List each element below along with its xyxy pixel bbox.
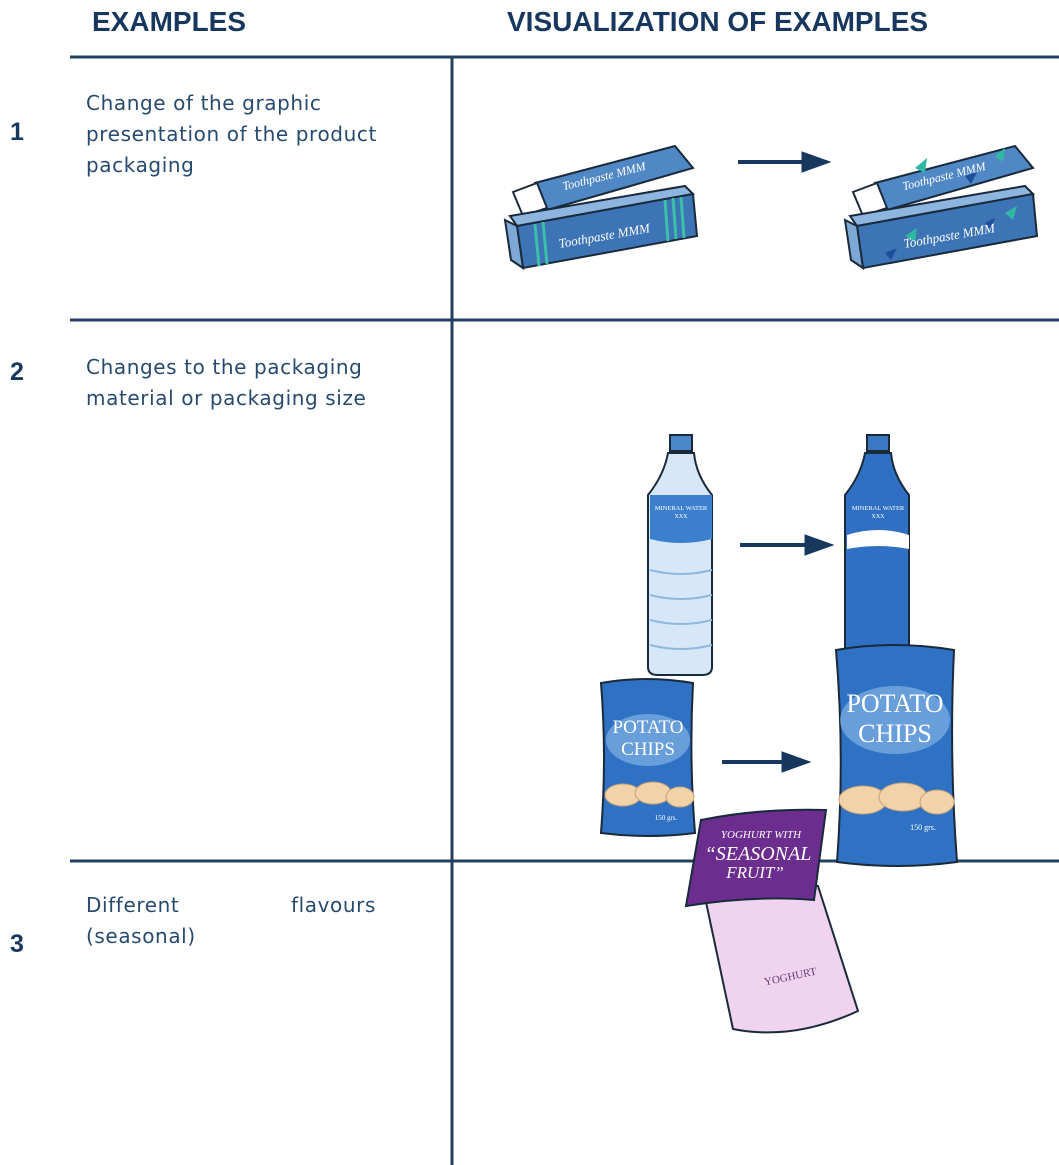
bottle-blue-part <box>866 434 890 452</box>
toothpaste-redesigned-part-part <box>985 218 995 230</box>
arrows <box>722 151 835 773</box>
toothpaste-redesigned-part-part <box>905 228 917 242</box>
chips-small-part <box>606 714 690 766</box>
chips-small-part-part <box>634 781 672 805</box>
arrows-part <box>781 751 812 773</box>
bottle-clear-part <box>669 434 693 452</box>
arrows-part <box>804 534 835 556</box>
toothpaste-redesigned-part-part <box>965 172 977 184</box>
toothpaste-original-part-part <box>533 223 541 267</box>
toothpaste-redesigned-part-part <box>885 248 897 260</box>
chips-large-part-part <box>878 782 928 812</box>
illustration-label: MINERAL WATER <box>655 505 708 512</box>
toothpaste-redesigned-part-part <box>995 148 1005 162</box>
row-text: Change of the graphic presentation of th… <box>86 91 377 177</box>
illustration-label: YOGHURT WITH <box>721 829 802 841</box>
illustration-label: XXX <box>675 514 689 520</box>
toothpaste-original-part-part <box>679 196 686 239</box>
chips-large: POTATO CHIPS 150 grs. <box>834 644 959 867</box>
yoghurt-part <box>701 884 860 1034</box>
toothpaste-original-part-part <box>671 197 678 240</box>
chips-large-part-part <box>919 789 955 815</box>
bottle-clear: MINERAL WATER XXX <box>647 434 713 676</box>
chips-large-part <box>840 686 950 754</box>
illustration-label: XXX <box>872 514 886 520</box>
toothpaste-original-part <box>533 196 686 267</box>
row-number: 2 <box>10 358 24 386</box>
illustration-label: CHIPS <box>621 739 675 760</box>
toothpaste-original-part <box>511 181 549 218</box>
chips-small-part-part <box>665 786 695 808</box>
row-text: Different flavours (seasonal) <box>86 893 376 948</box>
bottle-clear-part <box>649 569 713 650</box>
illustration-label: POTATO <box>846 689 943 718</box>
column-header: VISUALIZATION OF EXAMPLES <box>507 6 929 37</box>
bottle-clear-part-part <box>649 594 713 600</box>
row-number: 3 <box>10 930 24 958</box>
toothpaste-redesigned-part-part <box>915 158 927 173</box>
row-number: 1 <box>10 118 24 146</box>
row-text: Changes to the packaging material or pac… <box>86 355 367 410</box>
bottle-clear-part <box>647 452 713 676</box>
toothpaste-original-part-part <box>541 221 549 265</box>
column-header: EXAMPLES <box>92 6 247 37</box>
toothpaste-redesigned: Toothpaste MMM Toothpaste MMM <box>843 144 1039 271</box>
illustration-label: POTATO <box>613 717 684 738</box>
toothpaste-redesigned-part <box>885 172 995 260</box>
chips-large-part <box>834 644 959 867</box>
yoghurt: YOGHURT YOGHURT WITH “SEASONAL FRUIT” <box>684 808 860 1034</box>
chips-large-part <box>838 782 955 815</box>
chips-small-part <box>604 781 695 808</box>
bottle-clear-part-part <box>649 569 713 575</box>
bottle-clear-part-part <box>649 644 713 650</box>
bottle-blue-part <box>844 452 910 676</box>
bottle-clear-part <box>650 495 712 543</box>
toothpaste-redesigned-part-part <box>1005 206 1017 220</box>
illustration-label: MINERAL WATER <box>852 505 905 512</box>
toothpaste-original-part <box>503 218 525 271</box>
illustration-label: CHIPS <box>858 719 932 748</box>
bottle-clear-part-part <box>649 619 713 625</box>
toothpaste-redesigned-part <box>905 148 1017 242</box>
arrows-part <box>801 151 832 173</box>
illustration-label: FRUIT” <box>725 863 784 882</box>
bottle-blue-part <box>847 530 909 549</box>
toothpaste-original-part-part <box>663 199 670 242</box>
toothpaste-redesigned-part <box>851 181 889 218</box>
chips-small: POTATO CHIPS 150 grs. <box>599 678 697 837</box>
toothpaste-original: Toothpaste MMM Toothpaste MMM <box>503 144 699 271</box>
illustration-label: 150 grs. <box>910 823 936 832</box>
yoghurt-part <box>684 808 828 908</box>
toothpaste-redesigned-part <box>843 218 865 271</box>
illustration-label: 150 grs. <box>655 814 678 822</box>
illustration-label: “SEASONAL <box>705 843 812 865</box>
bottle-blue: MINERAL WATER XXX <box>844 434 910 676</box>
